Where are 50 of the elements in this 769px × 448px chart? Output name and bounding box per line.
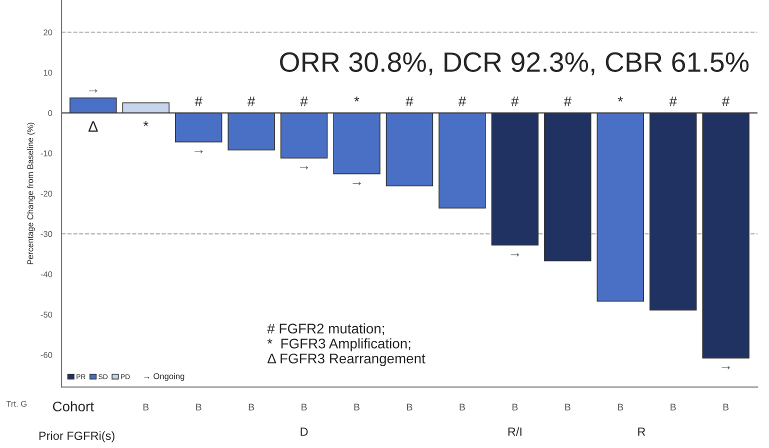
y-tick-label: 0 (48, 110, 52, 116)
text: B (407, 404, 412, 410)
text: B (618, 404, 624, 410)
y-tick-label: -60 (40, 352, 52, 358)
data-label: * (143, 121, 148, 126)
text: R (638, 428, 646, 436)
data-label: # (194, 96, 202, 106)
text: B (460, 404, 465, 410)
text: D (300, 428, 308, 436)
text: R/I (508, 427, 522, 436)
data-label: Δ (88, 121, 98, 132)
data-label: # (564, 96, 572, 106)
text: B (248, 404, 254, 410)
annotation: → (352, 182, 361, 186)
annotation: ORR 30.8%, DCR 92.3%, CBR 61.5% (280, 52, 749, 76)
text: B (512, 404, 518, 410)
y-tick-label: -50 (40, 312, 52, 318)
annotation: → (722, 366, 730, 370)
data-label: * (354, 96, 360, 102)
text: Cohort (52, 401, 94, 412)
data-label: # (722, 96, 730, 106)
text: B (302, 404, 307, 410)
text: B (723, 404, 729, 410)
y-tick-label: -10 (40, 150, 52, 156)
data-label: # (248, 96, 256, 106)
y-tick-label: 10 (44, 70, 52, 76)
data-label: # (458, 96, 466, 106)
annotation: → (510, 253, 520, 256)
y-tick-label: 20 (44, 29, 52, 36)
text: Trt. G (6, 400, 27, 407)
text: Prior FGFRi(s) (39, 431, 114, 442)
y-tick-label: -40 (40, 271, 52, 278)
text: B (565, 404, 570, 410)
annotation: # FGFR2 mutation; * FGFR3 Amplification; Δ FGFR3 Rearrangement (267, 323, 426, 366)
annotation: → (89, 89, 98, 92)
y-tick-label: -30 (40, 231, 52, 237)
data-label: # (300, 96, 308, 106)
data-label: # (511, 96, 519, 106)
text: B (143, 404, 149, 410)
text: B (670, 404, 676, 410)
text: B (354, 404, 360, 410)
text: B (196, 404, 202, 410)
data-label: * (618, 96, 623, 102)
y-axis-title: Percentage Change from Baseline (%) (27, 122, 35, 264)
data-label: # (669, 96, 677, 106)
y-tick-label: -20 (40, 190, 52, 197)
annotation: → Ongoing (144, 373, 184, 381)
data-label: # (406, 96, 414, 106)
annotation: → (194, 150, 203, 154)
annotation: → (300, 166, 308, 170)
